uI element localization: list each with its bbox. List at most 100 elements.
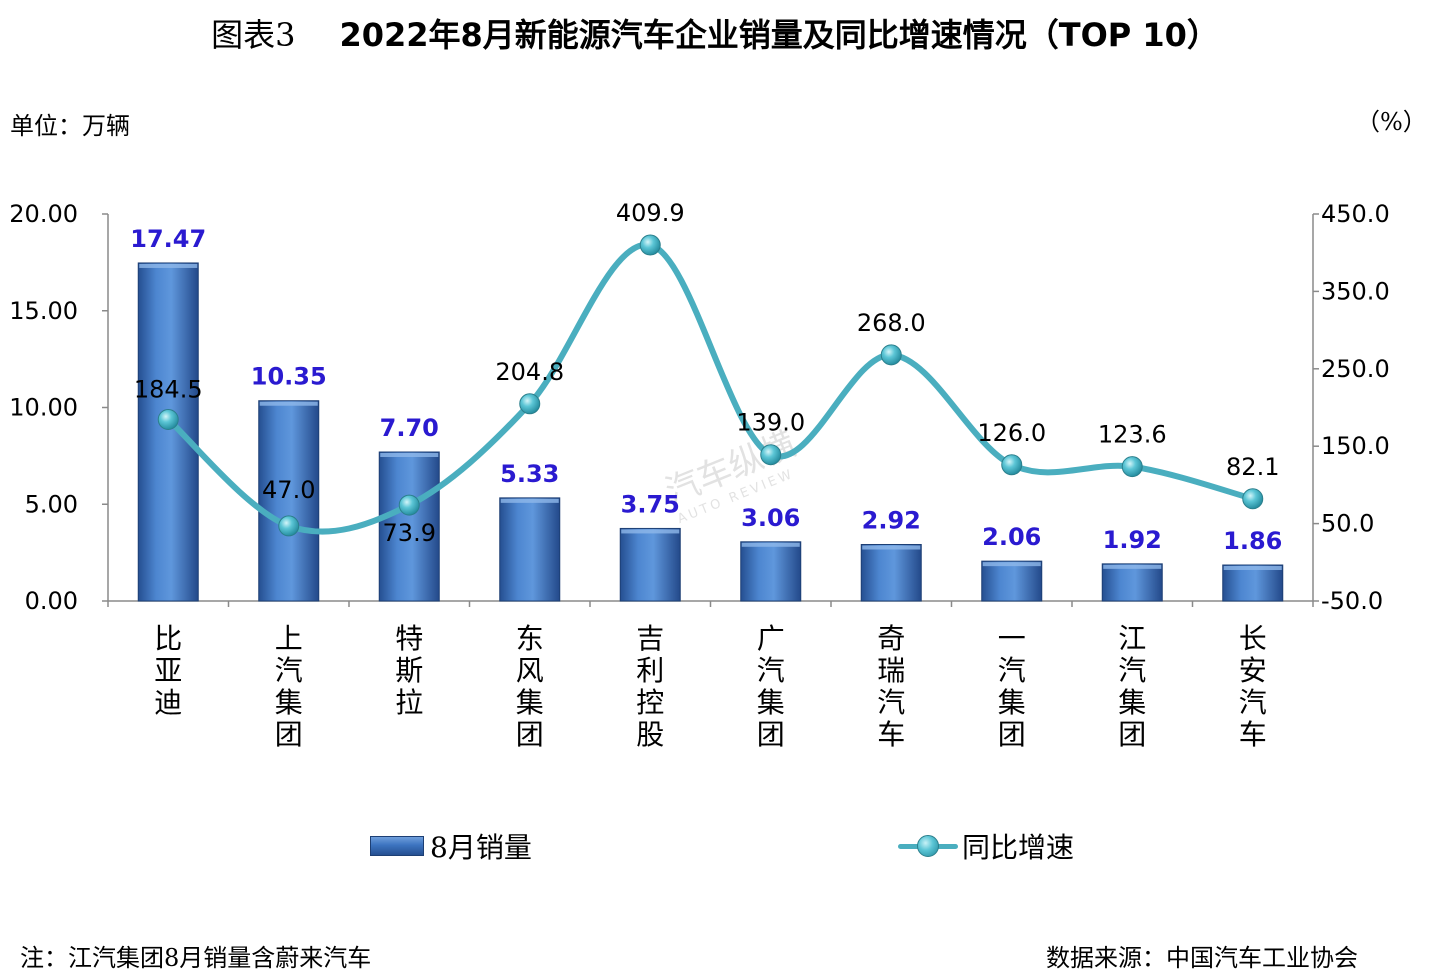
- growth-line: [157, 234, 1264, 537]
- right-tick-label: -50.0: [1321, 587, 1383, 615]
- growth-point: [639, 234, 661, 256]
- sales-bar-top: [259, 401, 318, 406]
- growth-value-label: 82.1: [1226, 453, 1279, 481]
- category-label: 亚: [154, 654, 182, 687]
- growth-point: [1242, 488, 1264, 510]
- category-label: 比: [154, 622, 182, 655]
- sales-bar: [499, 497, 561, 602]
- category-label: 汽: [275, 654, 303, 687]
- category-label: 汽: [757, 654, 785, 687]
- axes: 0.00 5.00 10.00 15.00 20.00 -50.0 50.0 150.0 250…: [9, 200, 1389, 751]
- category-label: 汽: [998, 654, 1026, 687]
- growth-value-label: 268.0: [857, 309, 926, 337]
- right-tick-label: 350.0: [1321, 277, 1390, 305]
- sales-bar-top: [1223, 566, 1282, 571]
- category-label: 集: [275, 686, 303, 719]
- category-label: 迪: [154, 686, 182, 719]
- category-label: 团: [1118, 718, 1146, 751]
- category-label: 上: [275, 622, 303, 655]
- growth-point: [278, 515, 300, 537]
- category-label: 瑞: [877, 654, 905, 687]
- sales-bar-top: [139, 263, 198, 268]
- growth-point: [519, 393, 541, 415]
- sales-bar: [137, 262, 199, 602]
- category-label: 江: [1118, 622, 1146, 655]
- category-label: 广: [757, 622, 785, 655]
- growth-point: [398, 494, 420, 516]
- growth-value-label: 126.0: [977, 419, 1046, 447]
- legend-item-growth: 同比增速: [898, 826, 1074, 866]
- category-label: 汽: [1118, 654, 1146, 687]
- legend-growth-label: 同比增速: [962, 831, 1075, 864]
- category-label: 奇: [877, 622, 905, 655]
- category-label: 东: [516, 622, 544, 655]
- sales-value-label: 3.75: [621, 490, 680, 518]
- sales-bar: [1101, 563, 1163, 602]
- sales-value-label: 2.06: [982, 523, 1041, 551]
- bars: [137, 262, 1284, 602]
- sales-bar: [740, 541, 802, 602]
- sales-bar: [860, 543, 922, 602]
- right-tick-label: 450.0: [1321, 200, 1390, 228]
- category-label: 车: [877, 718, 905, 751]
- sales-value-label: 1.86: [1223, 527, 1282, 555]
- right-tick-label: 150.0: [1321, 432, 1390, 460]
- left-tick-label: 5.00: [25, 490, 78, 518]
- category-label: 安: [1239, 654, 1267, 687]
- growth-value-label: 139.0: [736, 409, 805, 437]
- category-label: 团: [275, 718, 303, 751]
- sales-bar: [981, 560, 1043, 602]
- figure-number: 图表3: [211, 16, 296, 54]
- left-tick-label: 15.00: [9, 297, 78, 325]
- footnote: 注：江汽集团8月销量含蔚来汽车: [20, 944, 372, 972]
- growth-point: [1121, 456, 1143, 478]
- category-label: 股: [636, 718, 664, 751]
- growth-value-label: 123.6: [1098, 421, 1167, 449]
- category-label: 风: [516, 654, 544, 687]
- category-label: 利: [636, 654, 664, 687]
- growth-value-label: 184.5: [134, 375, 203, 403]
- left-tick-label: 20.00: [9, 200, 78, 228]
- data-labels: 17.47 10.35 7.70 5.33 3.75 3.06 2.92 2.06 1.92 1.…: [130, 199, 1282, 555]
- sales-bar-top: [741, 542, 800, 547]
- growth-point: [880, 344, 902, 366]
- growth-curve: [165, 241, 1256, 535]
- growth-point: [157, 408, 179, 430]
- category-label: 吉: [636, 622, 664, 655]
- sales-value-label: 2.92: [862, 506, 921, 534]
- sales-value-label: 5.33: [500, 460, 559, 488]
- category-label: 汽: [877, 686, 905, 719]
- left-axis-unit: 单位：万辆: [10, 112, 130, 140]
- sales-bar: [619, 527, 681, 602]
- sales-bar-top: [621, 529, 680, 534]
- data-source: 数据来源：中国汽车工业协会: [1046, 944, 1358, 972]
- category-label: 团: [516, 718, 544, 751]
- legend-line-swatch: [898, 833, 958, 859]
- category-label: 拉: [395, 686, 423, 719]
- growth-point: [1001, 454, 1023, 476]
- category-label: 团: [998, 718, 1026, 751]
- sales-value-label: 17.47: [130, 225, 206, 253]
- category-label: 集: [516, 686, 544, 719]
- legend-item-sales: 8月销量: [370, 826, 532, 866]
- legend-bar-swatch: [370, 836, 424, 856]
- sales-bar-top: [500, 498, 559, 503]
- category-label: 一: [998, 622, 1026, 655]
- category-label: 团: [757, 718, 785, 751]
- growth-value-label: 73.9: [383, 519, 436, 547]
- category-label: 集: [998, 686, 1026, 719]
- sales-bar-top: [982, 562, 1041, 567]
- category-label: 车: [1239, 718, 1267, 751]
- right-axis-unit: （%）: [1356, 108, 1427, 136]
- sales-bar-top: [1103, 564, 1162, 569]
- category-label: 斯: [395, 654, 423, 687]
- sales-bar-top: [862, 545, 921, 550]
- sales-bar: [1222, 564, 1284, 602]
- chart-title-text: 2022年8月新能源汽车企业销量及同比增速情况（TOP 10）: [339, 16, 1219, 54]
- right-tick-label: 250.0: [1321, 355, 1390, 383]
- right-tick-label: 50.0: [1321, 510, 1374, 538]
- left-tick-label: 10.00: [9, 394, 78, 422]
- category-label: 集: [1118, 686, 1146, 719]
- chart-title: 图表3 2022年8月新能源汽车企业销量及同比增速情况（TOP 10）: [0, 10, 1430, 56]
